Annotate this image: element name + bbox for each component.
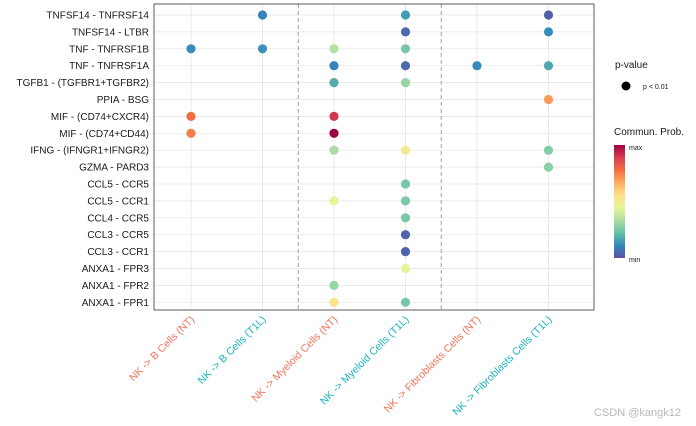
data-point	[257, 44, 268, 54]
data-point	[472, 61, 482, 71]
y-tick-label: ANXA1 - FPR1	[82, 298, 150, 309]
data-point	[400, 213, 411, 223]
y-tick-label: CCL3 - CCR1	[87, 247, 149, 258]
data-point	[186, 111, 196, 121]
y-tick-label: MIF - (CD74+CXCR4)	[51, 112, 149, 123]
y-tick-label: TGFB1 - (TGFBR1+TGFBR2)	[16, 78, 149, 89]
data-point	[543, 145, 554, 155]
data-point	[329, 61, 339, 71]
data-point	[400, 145, 411, 155]
data-point	[329, 111, 339, 121]
plot-panel-border	[153, 3, 595, 311]
data-point	[400, 179, 411, 189]
pvalue-legend-label: p < 0.01	[643, 84, 669, 91]
data-point	[329, 280, 339, 290]
pvalue-legend-dot	[621, 81, 631, 91]
watermark: CSDN @kangk12	[594, 407, 681, 419]
data-point	[257, 10, 268, 20]
y-tick-label: MIF - (CD74+CD44)	[59, 129, 149, 140]
data-point	[400, 78, 411, 88]
data-point	[329, 78, 339, 88]
data-point	[400, 44, 411, 54]
data-point	[400, 230, 411, 240]
y-tick-label: TNFSF14 - TNFRSF14	[46, 11, 149, 22]
legend: p-value p < 0.01 Commun. Prob. max min	[614, 60, 684, 264]
data-point	[400, 263, 411, 274]
data-point	[400, 297, 411, 307]
x-tick-label: NK -> B Cells (NT)	[127, 314, 197, 384]
data-point	[400, 27, 411, 37]
data-point	[543, 27, 554, 37]
data-point	[329, 297, 339, 307]
y-tick-label: TNF - TNFRSF1B	[69, 44, 149, 55]
color-legend-title: Commun. Prob.	[614, 127, 684, 138]
color-legend-max: max	[629, 145, 643, 152]
y-tick-label: ANXA1 - FPR3	[82, 264, 150, 275]
y-tick-label: TNFSF14 - LTBR	[72, 27, 149, 38]
y-tick-label: CCL4 - CCR5	[87, 213, 149, 224]
grid-lines	[154, 4, 594, 310]
data-point	[543, 162, 554, 172]
data-points	[186, 10, 554, 307]
y-tick-label: CCL3 - CCR5	[87, 230, 149, 241]
data-point	[329, 145, 339, 155]
y-tick-label: CCL5 - CCR5	[87, 180, 149, 191]
y-tick-label: CCL5 - CCR1	[87, 196, 149, 207]
color-legend-min: min	[629, 257, 640, 264]
x-tick-label: NK -> B Cells (T1L)	[196, 314, 269, 387]
data-point	[543, 94, 554, 105]
y-tick-label: GZMA - PARD3	[79, 163, 149, 174]
y-tick-label: ANXA1 - FPR2	[82, 281, 150, 292]
data-point	[329, 196, 339, 206]
data-point	[400, 196, 411, 206]
data-point	[400, 10, 411, 20]
x-axis-tick-labels: NK -> B Cells (NT)NK -> B Cells (T1L)NK …	[127, 314, 555, 418]
data-point	[543, 10, 554, 20]
y-tick-label: PPIA - BSG	[97, 95, 149, 106]
y-axis-tick-labels: TNFSF14 - TNFRSF14 TNFSF14 - LTBR TNF - TN…	[16, 11, 149, 309]
y-tick-label: TNF - TNFRSF1A	[69, 61, 149, 72]
data-point	[186, 44, 196, 54]
data-point	[543, 61, 554, 71]
pvalue-legend-title: p-value	[615, 60, 648, 71]
group-separators	[297, 4, 442, 310]
data-point	[400, 247, 411, 257]
data-point	[400, 61, 411, 71]
data-point	[329, 128, 339, 138]
data-point	[186, 128, 196, 138]
y-tick-label: IFNG - (IFNGR1+IFNGR2)	[30, 146, 149, 157]
data-point	[329, 44, 339, 54]
color-legend-bar	[614, 145, 625, 258]
